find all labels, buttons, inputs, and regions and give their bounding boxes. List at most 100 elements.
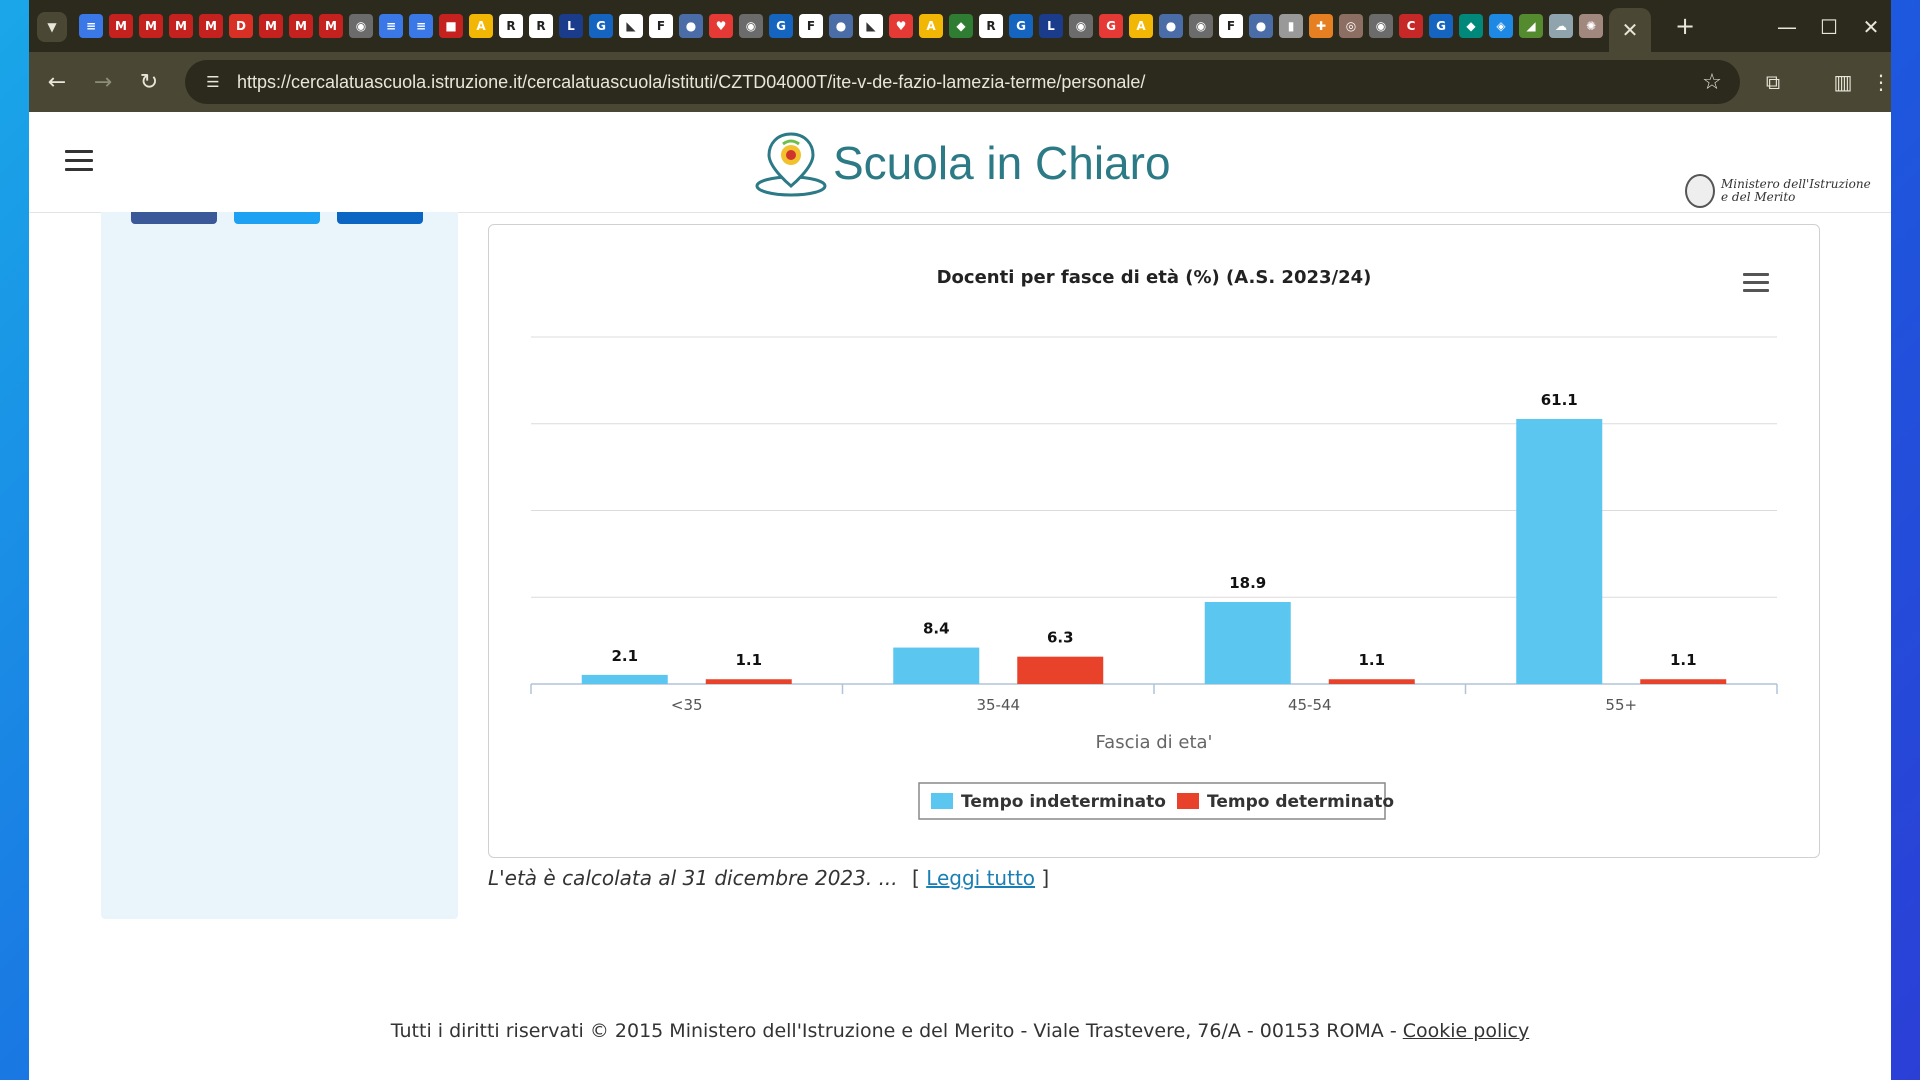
reload-icon[interactable]: ↻: [139, 69, 159, 95]
forward-arrow-icon[interactable]: →: [93, 69, 113, 95]
tab-favicon-51[interactable]: ✺: [1579, 14, 1603, 38]
tab-favicon-23[interactable]: ◉: [739, 14, 763, 38]
tab-favicon-26[interactable]: ●: [829, 14, 853, 38]
site-info-icon[interactable]: ☰: [206, 73, 220, 91]
tab-favicon-46[interactable]: G: [1429, 14, 1453, 38]
browser-menu-icon[interactable]: ⋮: [1871, 70, 1891, 94]
tab-favicon-7[interactable]: M: [259, 14, 283, 38]
bookmark-star-icon[interactable]: ☆: [1702, 69, 1722, 95]
footer-text: Tutti i diritti riservati © 2015 Ministe…: [390, 1020, 1403, 1042]
tab-favicon-38[interactable]: ◉: [1189, 14, 1213, 38]
tab-favicon-12[interactable]: ≡: [409, 14, 433, 38]
back-arrow-icon[interactable]: ←: [47, 69, 67, 95]
tab-favicon-6[interactable]: D: [229, 14, 253, 38]
tab-favicon-49[interactable]: ◢: [1519, 14, 1543, 38]
active-tab[interactable]: ✕: [1609, 8, 1651, 52]
bar-indeterminato-0: [581, 674, 668, 684]
tab-favicons: ≡ M M M M D M M M ◉ ≡ ≡ ■ A R R L G ◣ F ● ♥ ◉ G F ● ◣ ♥ A ◆ R G L ◉ G A ● ◉ F ●…: [79, 14, 1603, 38]
tab-favicon-27[interactable]: ◣: [859, 14, 883, 38]
open-bracket: [: [912, 866, 920, 890]
tab-favicon-34[interactable]: ◉: [1069, 14, 1093, 38]
twitter-share-button[interactable]: [234, 212, 320, 224]
tab-favicon-10[interactable]: ◉: [349, 14, 373, 38]
tab-favicon-25[interactable]: F: [799, 14, 823, 38]
new-tab-button[interactable]: +: [1674, 12, 1696, 40]
read-more-link[interactable]: Leggi tutto: [926, 866, 1036, 890]
tab-favicon-32[interactable]: G: [1009, 14, 1033, 38]
data-label-0-2: 18.9: [1229, 574, 1266, 592]
data-label-1-1: 6.3: [1047, 629, 1074, 647]
address-bar[interactable]: ☰ https://cercalatuascuola.istruzione.it…: [185, 60, 1740, 104]
tab-favicon-14[interactable]: A: [469, 14, 493, 38]
close-tab-icon[interactable]: ✕: [1621, 18, 1639, 42]
tab-favicon-28[interactable]: ♥: [889, 14, 913, 38]
tab-favicon-50[interactable]: ☁: [1549, 14, 1573, 38]
tab-favicon-8[interactable]: M: [289, 14, 313, 38]
ministry-logo[interactable]: Ministero dell'Istruzione e del Merito: [1685, 174, 1871, 208]
chart-export-menu-icon[interactable]: [1743, 273, 1769, 293]
tab-favicon-35[interactable]: G: [1099, 14, 1123, 38]
tab-favicon-42[interactable]: ✚: [1309, 14, 1333, 38]
tab-favicon-47[interactable]: ◆: [1459, 14, 1483, 38]
tab-favicon-11[interactable]: ≡: [379, 14, 403, 38]
tab-favicon-16[interactable]: R: [529, 14, 553, 38]
tab-favicon-4[interactable]: M: [169, 14, 193, 38]
sidebar-panel: [101, 212, 458, 919]
tab-favicon-1[interactable]: ≡: [79, 14, 103, 38]
ministry-line-1: Ministero dell'Istruzione: [1721, 177, 1871, 191]
tab-favicon-24[interactable]: G: [769, 14, 793, 38]
minimize-icon[interactable]: —: [1777, 15, 1797, 39]
tab-favicon-37[interactable]: ●: [1159, 14, 1183, 38]
maximize-icon[interactable]: ☐: [1820, 15, 1838, 39]
page-footer: Tutti i diritti riservati © 2015 Ministe…: [29, 1020, 1891, 1042]
tab-favicon-30[interactable]: ◆: [949, 14, 973, 38]
tab-favicon-13[interactable]: ■: [439, 14, 463, 38]
tab-favicon-19[interactable]: ◣: [619, 14, 643, 38]
tab-favicon-41[interactable]: ▮: [1279, 14, 1303, 38]
bar-determinato-0: [705, 679, 792, 684]
url-text[interactable]: https://cercalatuascuola.istruzione.it/c…: [237, 72, 1146, 92]
legend-label-0: Tempo indeterminato: [961, 792, 1166, 812]
hamburger-menu-icon[interactable]: [65, 150, 93, 172]
data-label-1-0: 1.1: [735, 651, 762, 669]
side-panel-icon[interactable]: ▥: [1833, 70, 1853, 94]
chart-title: Docenti per fasce di età (%) (A.S. 2023/…: [936, 267, 1372, 288]
data-label-0-1: 8.4: [923, 620, 950, 638]
tab-favicon-18[interactable]: G: [589, 14, 613, 38]
extensions-icon[interactable]: ⧉: [1765, 70, 1781, 94]
bar-indeterminato-1: [893, 647, 980, 684]
tab-favicon-48[interactable]: ◈: [1489, 14, 1513, 38]
facebook-share-button[interactable]: [131, 212, 217, 224]
x-tick-label-1: 35-44: [976, 696, 1020, 714]
tab-strip: ▼ ≡ M M M M D M M M ◉ ≡ ≡ ■ A R R L G ◣ F ● ♥ ◉ G F ● ◣ ♥ A ◆ R G L ◉ G A ● ◉…: [29, 0, 1891, 52]
tab-favicon-20[interactable]: F: [649, 14, 673, 38]
close-bracket: ]: [1041, 866, 1050, 890]
tab-favicon-43[interactable]: ◎: [1339, 14, 1363, 38]
data-label-0-3: 61.1: [1541, 391, 1578, 409]
legend-box: [918, 782, 1386, 820]
tab-favicon-31[interactable]: R: [979, 14, 1003, 38]
tab-favicon-33[interactable]: L: [1039, 14, 1063, 38]
tab-favicon-3[interactable]: M: [139, 14, 163, 38]
tab-favicon-45[interactable]: C: [1399, 14, 1423, 38]
cookie-policy-link[interactable]: Cookie policy: [1402, 1020, 1530, 1042]
tab-favicon-17[interactable]: L: [559, 14, 583, 38]
tab-favicon-44[interactable]: ◉: [1369, 14, 1393, 38]
linkedin-share-button[interactable]: [337, 212, 423, 224]
tab-favicon-15[interactable]: R: [499, 14, 523, 38]
tab-favicon-5[interactable]: M: [199, 14, 223, 38]
bar-indeterminato-2: [1204, 602, 1291, 684]
close-window-icon[interactable]: ✕: [1862, 15, 1880, 39]
tab-favicon-40[interactable]: ●: [1249, 14, 1273, 38]
tab-favicon-39[interactable]: F: [1219, 14, 1243, 38]
tab-favicon-29[interactable]: A: [919, 14, 943, 38]
tab-favicon-2[interactable]: M: [109, 14, 133, 38]
bar-indeterminato-3: [1516, 418, 1603, 684]
site-logo-text[interactable]: Scuola in Chiaro: [833, 137, 1171, 189]
tab-favicon-21[interactable]: ●: [679, 14, 703, 38]
tab-favicon-9[interactable]: M: [319, 14, 343, 38]
tab-favicon-22[interactable]: ♥: [709, 14, 733, 38]
data-label-0-0: 2.1: [611, 647, 638, 665]
tab-search-button[interactable]: ▼: [37, 12, 67, 42]
tab-favicon-36[interactable]: A: [1129, 14, 1153, 38]
